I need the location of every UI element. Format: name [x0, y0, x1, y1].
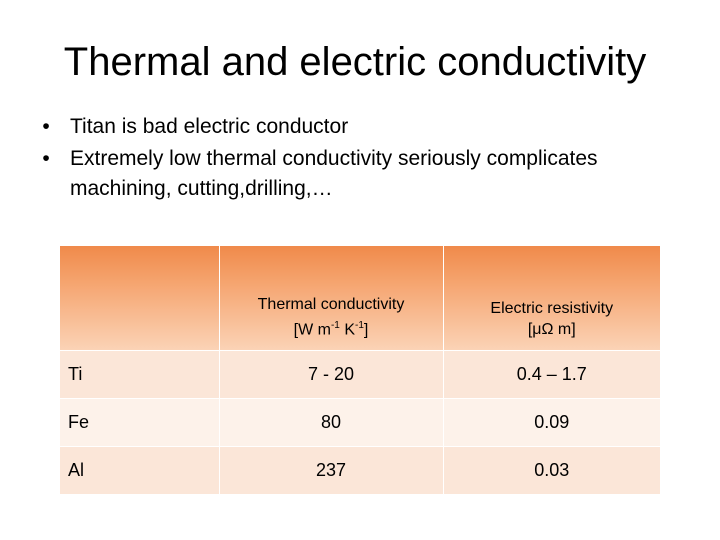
- table-row: Al 237 0.03: [60, 446, 660, 494]
- bullet-text: Titan is bad electric conductor: [70, 115, 349, 138]
- resistivity-cell: 0.09: [442, 398, 660, 447]
- slide-title: Thermal and electric conductivity: [63, 40, 647, 84]
- bullet-dot-icon: •: [42, 115, 50, 138]
- unit-mid: K: [339, 321, 355, 338]
- table-row: Fe 80 0.09: [60, 398, 660, 447]
- bullet-dot-icon: •: [42, 147, 50, 170]
- header-thermal-conductivity: Thermal conductivity [W m-1 K-1]: [218, 246, 443, 351]
- header-label: Thermal conductivity: [257, 295, 405, 313]
- unit-suffix: ]: [363, 321, 369, 338]
- header-electric-resistivity: Electric resistivity [μΩ m]: [442, 246, 660, 351]
- thermal-cell: 80: [218, 398, 443, 447]
- material-cell: Al: [60, 446, 219, 494]
- bullet-item: • Extremely low thermal conductivity ser…: [36, 144, 696, 204]
- bullet-list: • Titan is bad electric conductor • Extr…: [36, 112, 696, 206]
- table-header-row: Thermal conductivity [W m-1 K-1] Electri…: [60, 246, 660, 351]
- header-empty-cell: [60, 246, 219, 351]
- resistivity-cell: 0.4 – 1.7: [442, 350, 660, 399]
- unit-exponent: -1: [330, 319, 340, 331]
- unit-exponent: -1: [355, 319, 364, 331]
- unit-prefix: [W m: [293, 321, 331, 338]
- material-cell: Fe: [60, 398, 219, 447]
- table-row: Ti 7 - 20 0.4 – 1.7: [60, 350, 660, 399]
- thermal-cell: 237: [218, 446, 443, 494]
- header-unit: [W m-1 K-1]: [220, 315, 443, 340]
- thermal-cell: 7 - 20: [218, 350, 443, 399]
- bullet-text: Extremely low thermal conductivity serio…: [70, 147, 598, 200]
- bullet-item: • Titan is bad electric conductor: [36, 112, 696, 142]
- header-label: Electric resistivity: [490, 300, 614, 317]
- resistivity-cell: 0.03: [442, 446, 660, 494]
- material-cell: Ti: [60, 350, 219, 399]
- conductivity-table: Thermal conductivity [W m-1 K-1] Electri…: [60, 246, 660, 494]
- header-unit: [μΩ m]: [527, 321, 576, 338]
